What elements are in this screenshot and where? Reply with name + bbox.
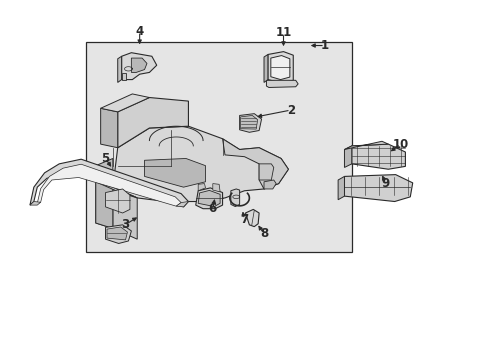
Polygon shape <box>266 80 298 87</box>
Polygon shape <box>264 54 267 82</box>
Polygon shape <box>113 187 137 239</box>
Polygon shape <box>240 116 257 129</box>
Polygon shape <box>118 56 122 82</box>
Polygon shape <box>176 202 188 207</box>
Polygon shape <box>270 55 289 80</box>
Text: 3: 3 <box>121 218 129 231</box>
Text: 4: 4 <box>135 25 143 38</box>
Polygon shape <box>101 94 149 112</box>
Polygon shape <box>96 182 137 198</box>
Polygon shape <box>239 114 261 132</box>
Polygon shape <box>30 202 41 205</box>
Polygon shape <box>351 144 405 169</box>
Text: 2: 2 <box>286 104 294 117</box>
Polygon shape <box>105 189 130 213</box>
Polygon shape <box>113 126 288 202</box>
Polygon shape <box>107 227 127 240</box>
Bar <box>86 42 351 252</box>
Text: 8: 8 <box>259 227 267 240</box>
Polygon shape <box>212 184 220 192</box>
Polygon shape <box>37 164 181 206</box>
Polygon shape <box>101 108 118 148</box>
Polygon shape <box>122 73 126 80</box>
Polygon shape <box>122 53 157 80</box>
Text: 11: 11 <box>275 27 291 40</box>
Polygon shape <box>105 225 131 243</box>
Polygon shape <box>118 98 188 148</box>
Polygon shape <box>198 184 205 191</box>
Polygon shape <box>245 210 259 226</box>
Text: 10: 10 <box>391 138 408 150</box>
Polygon shape <box>344 146 351 167</box>
Polygon shape <box>267 51 293 83</box>
Polygon shape <box>30 159 188 207</box>
Polygon shape <box>337 176 344 200</box>
Polygon shape <box>131 58 147 72</box>
Polygon shape <box>222 139 288 189</box>
Text: 7: 7 <box>240 213 248 226</box>
Polygon shape <box>195 188 222 209</box>
Polygon shape <box>264 180 276 189</box>
Polygon shape <box>96 158 113 228</box>
Text: 6: 6 <box>208 202 217 215</box>
Polygon shape <box>198 190 220 207</box>
Polygon shape <box>230 189 239 207</box>
Polygon shape <box>144 158 205 187</box>
Polygon shape <box>96 182 113 228</box>
Polygon shape <box>259 164 273 180</box>
Polygon shape <box>344 175 412 202</box>
Polygon shape <box>344 141 387 149</box>
Text: 1: 1 <box>320 39 328 52</box>
Text: 5: 5 <box>101 152 109 165</box>
Text: 9: 9 <box>381 177 389 190</box>
